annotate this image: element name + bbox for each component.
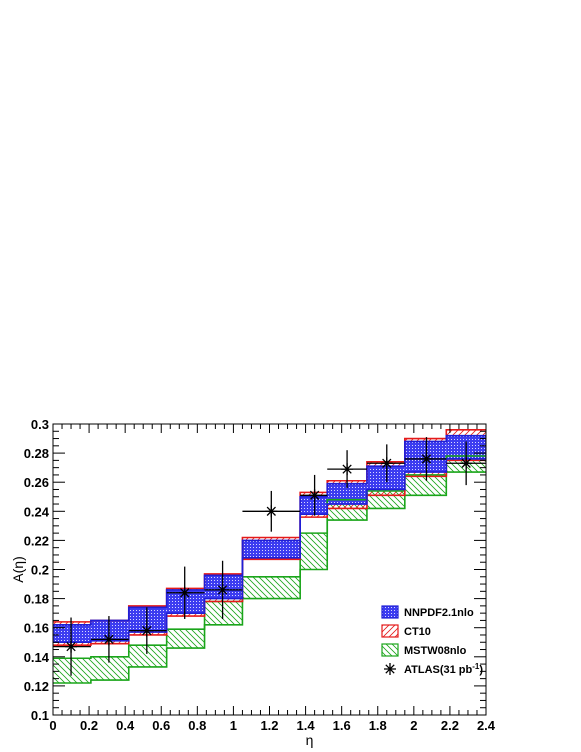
atlas-point-10 <box>404 437 447 481</box>
atlas-point-9 <box>366 444 405 483</box>
x-tick-label-3: 0.6 <box>152 718 170 733</box>
x-tick-label-5: 1 <box>230 718 237 733</box>
band-mstw08nlo-bin-2 <box>90 656 129 681</box>
x-tick-label-8: 1.6 <box>333 718 351 733</box>
band-nnpdf2-1nlo-bin-9 <box>366 466 405 490</box>
y-tick-label-8: 0.26 <box>24 475 49 490</box>
band-mstw08nlo-bin-7 <box>300 533 328 570</box>
y-axis-title: A(η) <box>10 556 26 582</box>
atlas-point-6 <box>242 490 301 532</box>
x-axis-title: η <box>306 732 314 748</box>
x-tick-label-10: 2 <box>410 718 417 733</box>
legend-label-ct10: CT10 <box>404 626 431 638</box>
legend-swatch-mstw08nlo <box>381 643 399 657</box>
star-marker <box>178 586 191 599</box>
star-marker <box>140 624 153 637</box>
atlas-point-4 <box>166 566 205 619</box>
band-mstw08nlo-bin-10 <box>404 474 447 496</box>
legend-label-atlas: ATLAS(31 pb-1) <box>404 662 483 676</box>
band-nnpdf2-1nlo-low-edge <box>53 458 486 644</box>
y-tick-label-3: 0.16 <box>24 621 49 636</box>
y-tick-label-0: 0.1 <box>31 708 49 723</box>
x-tick-label-0: 0 <box>49 718 56 733</box>
band-mstw08nlo-bin-1 <box>53 658 91 683</box>
star-marker <box>216 583 229 596</box>
x-tick-label-6: 1.2 <box>260 718 278 733</box>
legend-swatch-nnpdf2-1nlo <box>381 605 399 619</box>
band-mstw08nlo-low-edge <box>53 471 486 684</box>
band-nnpdf2-1nlo-high-edge <box>53 434 486 626</box>
x-tick-label-12: 2.4 <box>477 718 496 733</box>
atlas-point-2 <box>90 616 129 663</box>
legend-label-nnpdf2-1nlo: NNPDF2.1nlo <box>404 607 474 619</box>
band-nnpdf2-1nlo-bin-4 <box>166 589 205 614</box>
y-tick-label-9: 0.28 <box>24 446 49 461</box>
x-tick-label-4: 0.8 <box>188 718 206 733</box>
x-tick-label-1: 0.2 <box>80 718 98 733</box>
legend-swatch-ct10 <box>381 624 399 638</box>
star-marker <box>102 633 115 646</box>
legend-label-mstw08nlo: MSTW08nlo <box>404 645 467 657</box>
band-mstw08nlo-bin-3 <box>128 645 167 667</box>
band-nnpdf2-1nlo-bin-10 <box>404 441 447 473</box>
band-mstw08nlo-bin-6 <box>242 576 301 599</box>
legend-swatch-atlas <box>384 663 396 675</box>
band-nnpdf2-1nlo-bin-6 <box>242 540 301 558</box>
y-tick-label-7: 0.24 <box>24 504 50 519</box>
y-tick-label-6: 0.22 <box>24 533 49 548</box>
y-tick-label-2: 0.14 <box>24 650 50 665</box>
atlas-point-1 <box>53 617 91 676</box>
star-marker <box>308 489 321 502</box>
band-nnpdf2-1nlo-bin-3 <box>128 607 167 633</box>
band-nnpdf2-1nlo-bin-5 <box>204 575 243 599</box>
band-mstw08nlo-bin-5 <box>204 601 243 625</box>
band-nnpdf2-1nlo-bin-7 <box>300 496 328 515</box>
atlas-point-11 <box>446 441 486 486</box>
band-nnpdf2-1nlo-bin-2 <box>90 620 129 641</box>
star-marker <box>420 452 433 465</box>
star-marker <box>265 505 278 518</box>
y-tick-label-4: 0.18 <box>24 592 49 607</box>
legend: NNPDF2.1nlo CT10 MSTW08nlo ATLAS(31 pb-1) <box>381 605 483 676</box>
y-tick-label-5: 0.2 <box>31 563 49 578</box>
y-tick-label-10: 0.3 <box>31 417 49 432</box>
atlas-point-7 <box>300 474 328 516</box>
star-marker <box>460 457 473 470</box>
atlas-point-5 <box>204 560 243 619</box>
x-tick-label-9: 1.8 <box>369 718 387 733</box>
x-tick-label-7: 1.4 <box>297 718 316 733</box>
band-nnpdf2-1nlo-bin-1 <box>53 624 91 643</box>
x-tick-label-2: 0.4 <box>116 718 135 733</box>
star-marker <box>341 463 354 476</box>
atlas-point-8 <box>327 450 367 489</box>
band-mstw08nlo-bin-4 <box>166 629 205 649</box>
star-marker <box>380 457 393 470</box>
x-tick-label-11: 2.2 <box>441 718 459 733</box>
y-tick-label-1: 0.12 <box>24 679 49 694</box>
axis-ticks: 0 0.2 0.4 0.6 0.8 1 1.2 1.4 1.6 1.8 2 2.2 2.4 0.1 0.12… <box>24 417 496 733</box>
atlas-data-points <box>53 437 486 676</box>
star-marker <box>65 640 78 653</box>
atlas-point-3 <box>128 607 167 654</box>
